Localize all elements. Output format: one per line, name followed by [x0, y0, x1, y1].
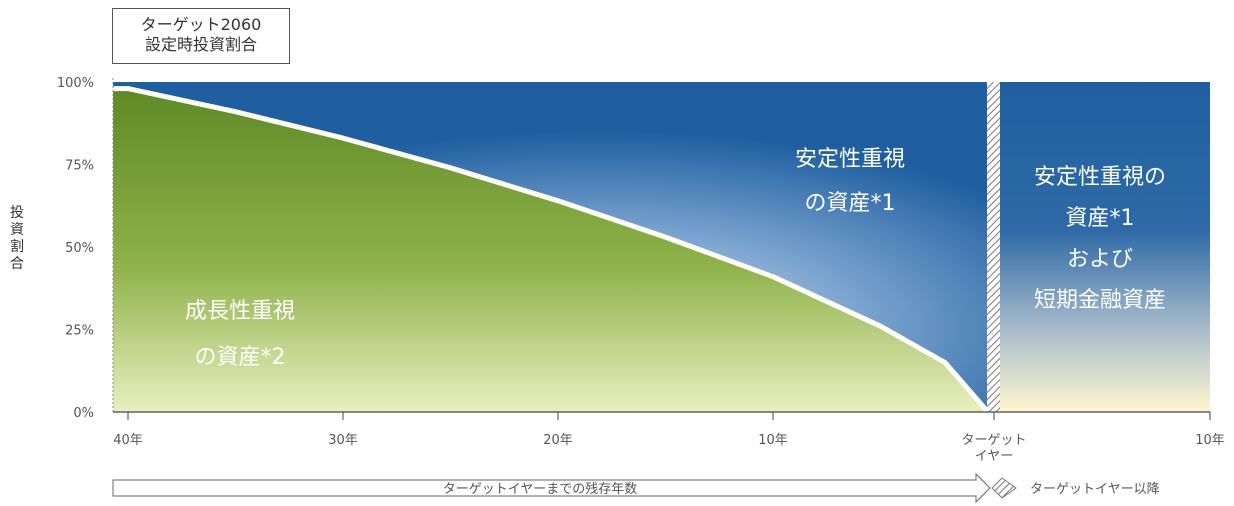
axes: 100% 75% 50% 25% 0% 40年 30年 20年 10年 ターゲットイヤー 10年 — [57, 76, 1225, 464]
remaining-years-arrow — [112, 472, 991, 504]
y-tick-label-1: 75% — [65, 159, 94, 174]
stable-assets-label: 安定性重視の資産*1 — [795, 147, 905, 216]
x-tick-label-5: 10年 — [1195, 433, 1225, 448]
growth-assets-area — [113, 88, 988, 412]
chart-title-line-1: ターゲット2060 — [140, 15, 262, 34]
after-target-label: 安定性重視の資産*1 および短期金融資産 — [1034, 165, 1166, 313]
y-tick-label-4: 0% — [73, 406, 94, 421]
y-tick-label-0: 100% — [57, 76, 94, 91]
y-axis-label: 投資割合 — [6, 205, 28, 273]
y-tick-label-2: 50% — [65, 241, 94, 256]
bottom-arrows: ターゲットイヤーまでの残存年数 ターゲットイヤー以降 — [112, 472, 1160, 504]
remaining-years-label: ターゲットイヤーまでの残存年数 — [443, 482, 638, 497]
after-target-region — [1000, 82, 1210, 412]
target-year-divider — [987, 82, 1000, 412]
y-axis-label-text: 投資割合 — [10, 205, 24, 272]
y-tick-label-3: 25% — [65, 324, 94, 339]
growth-assets-label: 成長性重視の資産*2 — [185, 299, 295, 370]
chart-title-line-2: 設定時投資割合 — [144, 35, 257, 54]
x-tick-label-4: ターゲットイヤー — [961, 433, 1026, 464]
chart-title-box: ターゲット2060 設定時投資割合 — [112, 8, 290, 64]
plot-area — [113, 82, 1210, 414]
x-tick-label-1: 30年 — [328, 433, 358, 448]
x-tick-label-2: 20年 — [543, 433, 573, 448]
region-labels: 成長性重視の資産*2 安定性重視の資産*1 安定性重視の資産*1 および短期金融資産 — [185, 147, 1166, 370]
x-tick-label-3: 10年 — [758, 433, 788, 448]
x-tick-label-0: 40年 — [113, 433, 143, 448]
after-target-marker — [991, 477, 1017, 499]
after-target-year-label: ターゲットイヤー以降 — [1030, 482, 1160, 497]
allocation-boundary-line — [113, 86, 990, 414]
